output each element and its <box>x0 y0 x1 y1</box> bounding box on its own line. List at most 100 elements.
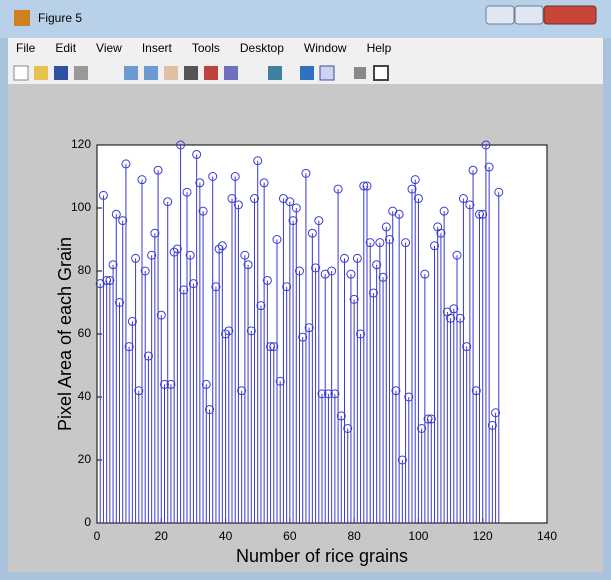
stem-marker <box>452 250 462 260</box>
stem-marker <box>468 165 478 175</box>
stem-marker <box>458 194 468 204</box>
stem-marker <box>259 178 269 188</box>
tool-icon[interactable] <box>268 66 282 80</box>
stem-marker <box>127 316 137 326</box>
stem-marker <box>250 194 259 204</box>
stem-marker <box>102 275 112 285</box>
menu-item[interactable]: Tools <box>192 41 220 55</box>
y-tick-label: 80 <box>78 263 92 277</box>
y-tick-label: 60 <box>78 326 92 340</box>
tool-icon[interactable] <box>319 65 335 81</box>
tool-icon[interactable] <box>354 67 366 79</box>
menu-item[interactable]: Help <box>367 41 392 55</box>
tool-icon[interactable] <box>300 66 314 80</box>
stem-marker <box>465 200 475 210</box>
maximize-button[interactable] <box>514 5 544 25</box>
stem-marker <box>295 266 304 276</box>
stem-marker <box>166 379 176 389</box>
stem-marker <box>317 389 327 399</box>
stem-marker <box>153 165 163 175</box>
stem-marker <box>333 184 343 194</box>
stem-marker <box>330 389 340 399</box>
stem-marker <box>484 162 494 172</box>
stem-marker <box>237 386 247 396</box>
stem-marker <box>192 149 202 159</box>
stem-marker <box>205 405 214 415</box>
menu-item[interactable]: Edit <box>55 41 76 55</box>
minimize-button[interactable] <box>485 5 515 25</box>
stem-marker <box>385 235 394 244</box>
stem-marker <box>462 342 472 352</box>
stem-marker <box>391 386 401 396</box>
stem-marker <box>455 313 465 323</box>
stem-marker <box>201 379 211 389</box>
tool-icon[interactable] <box>144 66 158 80</box>
stem-marker <box>446 313 456 323</box>
tool-icon[interactable] <box>54 66 68 80</box>
menu-item[interactable]: Desktop <box>240 41 284 55</box>
tool-icon[interactable] <box>13 65 29 81</box>
stem-marker <box>275 376 285 386</box>
stem-marker <box>436 228 446 238</box>
menu-item[interactable]: View <box>96 41 122 55</box>
stem-marker <box>314 216 324 226</box>
stem-marker <box>147 250 157 260</box>
stem-marker <box>420 269 430 279</box>
tool-icon[interactable] <box>164 66 178 80</box>
menu-item[interactable]: Window <box>304 41 347 55</box>
stem-marker <box>449 304 459 314</box>
stem-marker <box>471 386 481 396</box>
stem-marker <box>426 414 436 424</box>
stem-marker <box>410 175 420 185</box>
stem-marker <box>179 285 189 295</box>
stem-marker <box>346 269 356 279</box>
stem-marker <box>217 241 227 251</box>
tool-icon[interactable] <box>124 66 138 80</box>
tool-icon[interactable] <box>224 66 238 80</box>
stem-marker <box>98 190 108 200</box>
tool-icon[interactable] <box>74 66 88 80</box>
tool-icon[interactable] <box>34 66 48 80</box>
tool-icon[interactable] <box>184 66 198 80</box>
stem-marker <box>285 197 295 207</box>
menu-item[interactable]: File <box>16 41 36 55</box>
stem-marker <box>381 222 391 232</box>
stem-marker <box>288 216 298 226</box>
tool-icon[interactable] <box>373 65 389 81</box>
stem-marker <box>481 140 491 150</box>
tool-icon[interactable] <box>204 66 218 80</box>
x-tick-label: 120 <box>473 529 493 543</box>
x-tick-label: 60 <box>283 529 297 543</box>
y-axis-label: Pixel Area of each Grain <box>55 237 75 431</box>
stem-marker <box>121 159 131 169</box>
stem-marker <box>172 244 182 254</box>
stem-marker <box>439 206 449 216</box>
stem-marker <box>323 389 333 399</box>
stem-marker <box>150 228 160 238</box>
stem-marker <box>349 294 359 304</box>
stem-marker <box>340 253 349 263</box>
stem-marker <box>401 238 411 248</box>
stem-marker <box>356 329 366 339</box>
stem-marker <box>169 247 179 257</box>
y-tick-label: 20 <box>78 452 92 466</box>
stem-marker <box>182 187 192 197</box>
x-axis-label: Number of rice grains <box>236 546 408 566</box>
toolbar <box>13 65 389 81</box>
stem-marker <box>240 250 250 260</box>
window-title: Figure 5 <box>38 11 82 25</box>
stem-marker <box>233 200 243 210</box>
close-button[interactable] <box>543 5 597 25</box>
stem-marker <box>115 298 124 307</box>
stem-marker <box>108 260 118 270</box>
stem-marker <box>478 209 488 219</box>
stem-marker <box>307 228 317 238</box>
stem-marker <box>430 241 439 251</box>
menu-item[interactable]: Insert <box>142 41 173 55</box>
stem-marker <box>362 181 372 191</box>
stem-marker <box>298 332 308 342</box>
stem-marker <box>491 408 501 418</box>
x-tick-label: 40 <box>219 529 233 543</box>
stem-marker <box>243 260 253 270</box>
